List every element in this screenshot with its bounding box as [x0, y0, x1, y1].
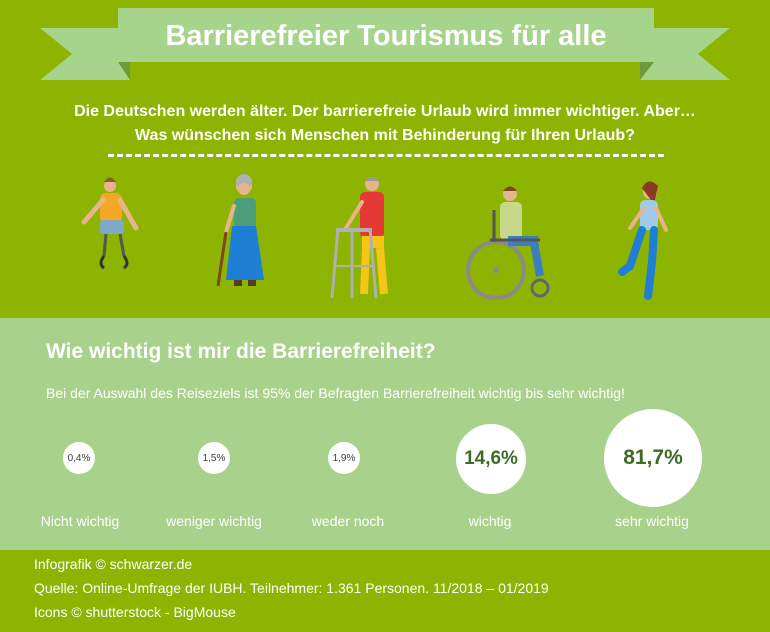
prosthetic-runner-icon: [618, 181, 668, 300]
elderly-woman-cane-icon: [216, 174, 264, 287]
footer-section: [0, 550, 770, 632]
category-label-wichtig: wichtig: [468, 513, 512, 529]
section-title: Wie wichtig ist mir die Barrierefreiheit…: [46, 340, 436, 363]
category-label-weniger-wichtig: weniger wichtig: [166, 513, 262, 529]
value-bubble-weder-noch: 1,9%: [328, 442, 360, 474]
ribbon-banner: [40, 8, 730, 80]
value-bubble-wichtig: 14,6%: [456, 424, 526, 494]
footer-icons-credit: Icons © shutterstock - BigMouse: [34, 604, 236, 620]
intro-line-2: Was wünschen sich Menschen mit Behinderu…: [135, 127, 635, 144]
value-bubble-nicht-wichtig: 0,4%: [63, 442, 95, 474]
amputee-runner-icon: [81, 177, 139, 270]
value-bubble-sehr-wichtig: 81,7%: [604, 409, 702, 507]
elderly-man-walker-icon: [330, 177, 388, 299]
footer-quelle: Quelle: Online-Umfrage der IUBH. Teilneh…: [34, 580, 549, 596]
category-label-weder-noch: weder noch: [311, 513, 385, 529]
section-subtitle: Bei der Auswahl des Reiseziels ist 95% d…: [46, 385, 625, 401]
intro-line-1: Die Deutschen werden älter. Der barriere…: [74, 103, 696, 120]
dashed-divider: [108, 154, 664, 157]
category-label-nicht-wichtig: Nicht wichtig: [40, 513, 120, 529]
banner-title: Barrierefreier Tourismus für alle: [165, 20, 607, 52]
intro-text: Die Deutschen werden älter. Der barriere…: [0, 100, 770, 148]
category-label-sehr-wichtig: sehr wichtig: [615, 513, 689, 529]
value-bubble-weniger-wichtig: 1,5%: [198, 442, 230, 474]
footer-infografik: Infografik © schwarzer.de: [34, 556, 193, 572]
people-illustration: [81, 174, 668, 300]
wheelchair-user-icon: [466, 186, 550, 300]
